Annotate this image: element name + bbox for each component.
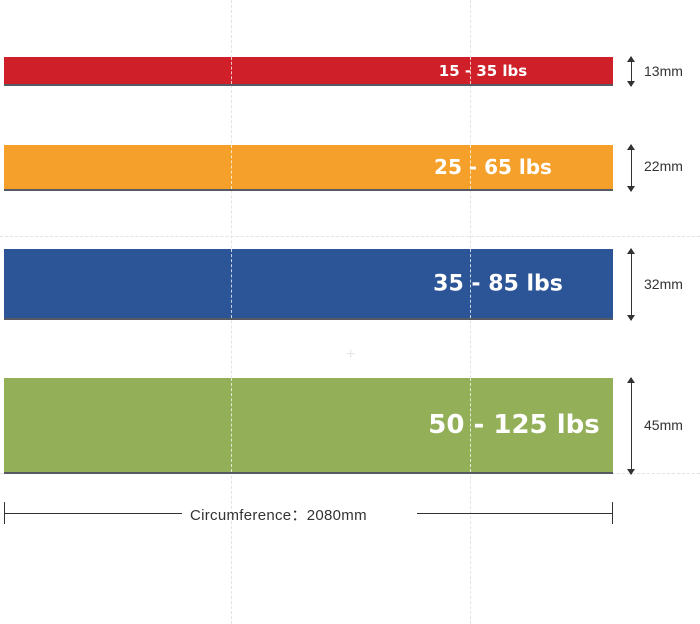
band-green: 50 - 125 lbs	[4, 378, 613, 474]
circumference-label: Circumference：2080mm	[190, 507, 367, 524]
band-label: 15 - 35 lbs	[438, 61, 528, 80]
band-guide	[470, 145, 471, 189]
band-width-label: 32mm	[644, 276, 683, 292]
band-guide	[231, 249, 232, 318]
band-width-label: 22mm	[644, 158, 683, 174]
band-label: 35 - 85 lbs	[433, 271, 563, 296]
band-guide	[231, 57, 232, 84]
guide-line	[0, 236, 700, 237]
band-guide	[231, 378, 232, 472]
circumference-cap	[612, 502, 613, 524]
circumference-line	[4, 513, 182, 514]
band-blue: 35 - 85 lbs	[4, 249, 613, 320]
band-guide	[231, 145, 232, 189]
band-guide	[470, 57, 471, 84]
band-label: 50 - 125 lbs	[428, 410, 600, 440]
band-orange: 25 - 65 lbs	[4, 145, 613, 191]
circumference-line	[417, 513, 613, 514]
band-red: 15 - 35 lbs	[4, 57, 613, 86]
band-width-label: 13mm	[644, 63, 683, 79]
band-label: 25 - 65 lbs	[434, 155, 552, 179]
plus-marker: +	[346, 346, 356, 363]
band-guide	[470, 249, 471, 318]
band-guide	[470, 378, 471, 472]
band-width-label: 45mm	[644, 417, 683, 433]
